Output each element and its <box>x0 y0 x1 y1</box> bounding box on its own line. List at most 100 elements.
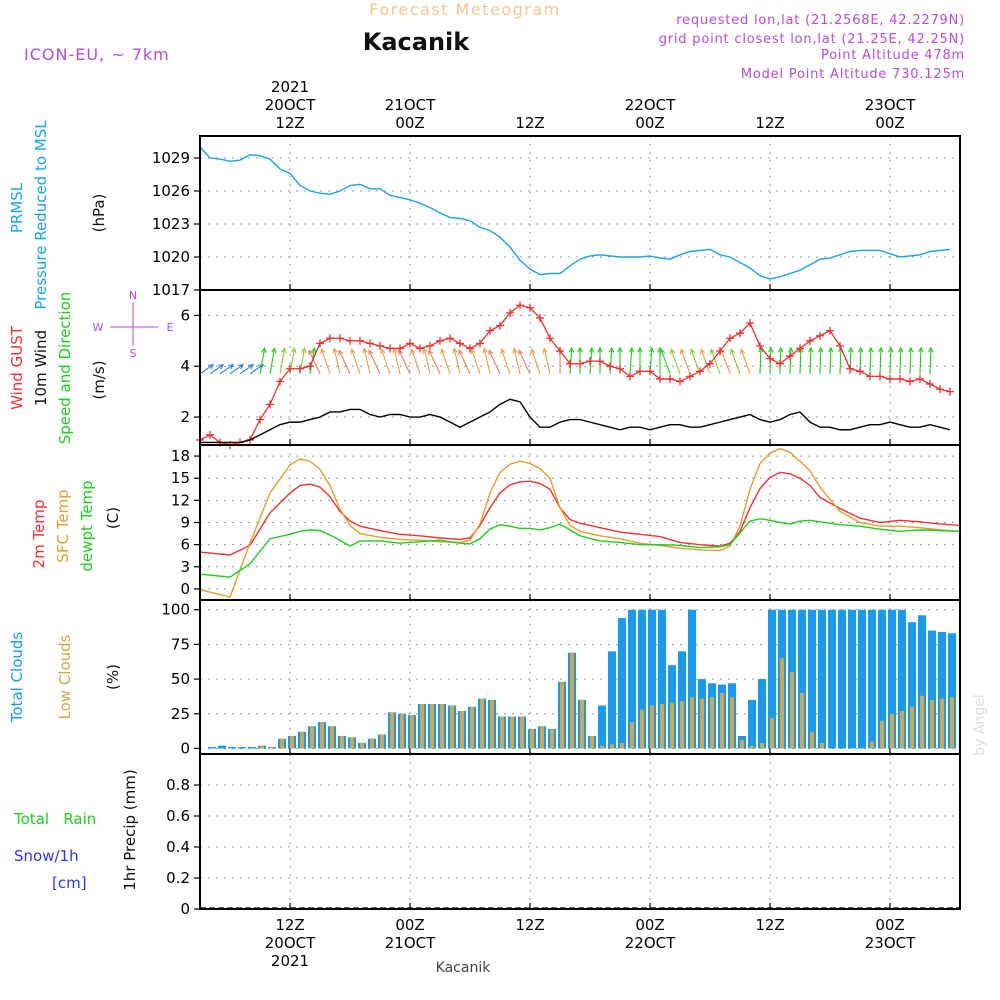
wind-arrow-head <box>458 349 464 356</box>
wind-arrow <box>393 348 401 374</box>
bottom-time-label: 12Z <box>275 916 304 934</box>
y-tick-label: 0.2 <box>166 869 190 887</box>
precip-label-snow: Snow/1h <box>14 847 79 865</box>
top-time-label: 12Z <box>755 114 784 132</box>
gust-marker <box>466 344 474 353</box>
wind-arrow-head <box>628 346 635 353</box>
total-cloud-bar <box>898 609 906 749</box>
wind-arrow-head <box>699 348 706 355</box>
low-cloud-bar <box>270 747 274 749</box>
wind-arrow <box>919 347 922 374</box>
total-cloud-bar <box>628 609 636 749</box>
wind-label-gust: Wind GUST <box>8 325 26 410</box>
gust-marker <box>396 344 404 353</box>
gust-marker <box>786 352 794 361</box>
wind-arrow-head <box>878 346 884 353</box>
y-tick-label: 6 <box>180 536 190 554</box>
low-cloud-bar <box>610 744 614 749</box>
gust-marker <box>756 341 764 350</box>
gust-marker <box>666 374 674 383</box>
total-cloud-bar <box>658 609 666 749</box>
low-cloud-bar <box>790 672 794 749</box>
temp-panel: 0 3 6 9 12 15 18 <box>171 445 960 600</box>
total-cloud-bar <box>948 633 956 749</box>
wind-arrow-head <box>788 346 794 353</box>
wind-arrow <box>351 349 361 375</box>
wind-arrow-head <box>410 348 416 355</box>
gust-marker <box>926 380 934 389</box>
low-cloud-bar <box>640 709 644 749</box>
bottom-time-label: 00Z <box>635 916 664 934</box>
low-cloud-bar <box>540 726 544 749</box>
y-tick-label: 15 <box>171 469 190 487</box>
total-cloud-bar <box>888 609 896 749</box>
gust-marker <box>916 374 924 383</box>
wind-arrow <box>269 348 276 374</box>
gust-marker <box>606 362 614 371</box>
wind-arrow-head <box>338 349 344 356</box>
wind-arrow-head <box>368 349 374 356</box>
wind-arrow <box>289 348 296 374</box>
wind-arrow-head <box>238 363 245 370</box>
wind-arrow-head <box>281 347 287 354</box>
wind-arrow <box>889 347 892 374</box>
low-cloud-bar <box>940 698 944 749</box>
total-cloud-bar <box>868 609 876 749</box>
wind-arrow <box>543 348 551 374</box>
gust-marker <box>406 339 414 348</box>
low-cloud-bar <box>580 699 584 749</box>
gust-marker <box>716 346 724 355</box>
wind-arrow <box>398 350 411 375</box>
total-cloud-bar <box>908 622 916 749</box>
wind-arrow-head <box>828 346 834 353</box>
bottom-time-label: 00Z <box>395 916 424 934</box>
wind-arrow <box>321 349 331 375</box>
total-cloud-bar <box>838 609 846 749</box>
y-tick-label: 9 <box>180 514 190 532</box>
precip-panel: 0 0.2 0.4 0.6 0.8 <box>166 754 960 918</box>
wind-arrow-head <box>568 346 575 353</box>
wind-arrow-head <box>398 349 404 356</box>
low-cloud-bar <box>700 698 704 749</box>
total-cloud-bar <box>598 705 606 749</box>
pressure-frame <box>199 135 961 291</box>
gust-marker <box>366 339 374 348</box>
wind-arrow-head <box>311 347 317 354</box>
low-cloud-bar <box>930 699 934 749</box>
wind-compass: N S W E <box>93 289 174 360</box>
top-time-label: 21OCT <box>385 96 436 114</box>
low-cloud-bar <box>890 713 894 749</box>
wind-arrow <box>569 347 573 374</box>
low-cloud-bar <box>710 697 714 749</box>
pressure-unit: (hPa) <box>90 194 108 233</box>
model-label: ICON-EU, ~ 7km <box>24 45 170 64</box>
low-cloud-bar <box>920 695 924 749</box>
gust-marker <box>906 377 914 386</box>
low-cloud-bar <box>400 713 404 749</box>
gust-markers <box>196 301 954 449</box>
wind-arrow-head <box>308 349 314 356</box>
gust-marker <box>746 319 754 328</box>
cloud-bars <box>208 609 956 749</box>
gust-marker <box>426 341 434 350</box>
wind-arrow <box>929 347 932 374</box>
wind-arrow <box>483 348 491 374</box>
pressure-label-msl: Pressure Reduced to MSL <box>32 120 50 310</box>
gust-marker <box>936 385 944 394</box>
y-tick-label: 50 <box>171 670 190 688</box>
y-tick-label: 18 <box>171 447 190 465</box>
gust-marker <box>726 334 734 343</box>
total-cloud-bar <box>238 747 246 749</box>
top-time-label: 00Z <box>635 114 664 132</box>
low-cloud-bar <box>600 745 604 749</box>
wind-arrow-head <box>512 347 518 354</box>
compass-north: N <box>129 289 137 302</box>
gust-marker <box>646 367 654 376</box>
wind-arrow <box>441 349 451 375</box>
wind-arrow-head <box>858 346 864 353</box>
low-cloud-bar <box>330 726 334 749</box>
total-cloud-bar <box>768 609 776 749</box>
wind-arrow-head <box>362 347 368 354</box>
wind-arrow <box>660 349 671 375</box>
wind-arrow-head <box>500 348 506 355</box>
